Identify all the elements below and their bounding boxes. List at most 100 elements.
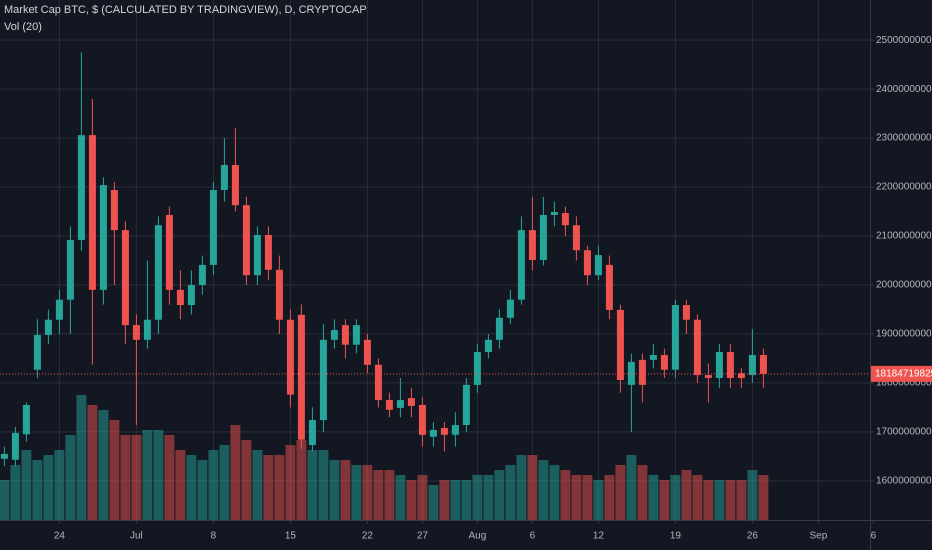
candle-body [704, 375, 712, 379]
x-tick-label: 24 [54, 531, 66, 542]
candle-body [517, 230, 525, 300]
candle-body [495, 317, 503, 340]
candle-body [484, 339, 492, 353]
volume-bar [626, 455, 637, 520]
candle-body [99, 185, 107, 290]
candle-body [264, 235, 272, 270]
x-tick-label: 15 [285, 531, 297, 542]
volume-bar [241, 440, 252, 520]
candle-body [341, 325, 349, 345]
volume-title: Vol (20) [4, 21, 42, 33]
volume-bar [21, 450, 32, 520]
volume-bar [439, 480, 450, 520]
candle-body [330, 330, 338, 340]
volume-bar [362, 465, 373, 520]
candle-body [506, 299, 514, 318]
volume-bar [659, 480, 670, 520]
candle-body [55, 299, 63, 320]
grid [0, 0, 870, 520]
volume-bar [351, 465, 362, 520]
candle-body [44, 319, 52, 335]
volume-bar [527, 455, 538, 520]
volume-bar [153, 430, 164, 520]
volume-bar [175, 450, 186, 520]
candle-body [528, 230, 536, 260]
volume-bar [703, 480, 714, 520]
volume-bar [252, 450, 263, 520]
x-tick-label: 6 [871, 531, 877, 542]
volume-bar [571, 475, 582, 520]
volume-bar [109, 420, 120, 520]
y-tick-label: 210000000000 [876, 231, 932, 242]
candle-body [616, 309, 624, 380]
volume-bar [450, 480, 461, 520]
volume-bar [582, 475, 593, 520]
candle-body [682, 305, 690, 320]
volume-bar [98, 410, 109, 520]
volume-bar [395, 475, 406, 520]
volume-bar [593, 480, 604, 520]
candle-body [143, 319, 151, 340]
candle-body [231, 165, 239, 206]
x-tick-label: 12 [593, 531, 605, 542]
volume-bar [670, 475, 681, 520]
candle-body [660, 354, 668, 370]
candle-body [220, 165, 228, 190]
volume-bar [681, 470, 692, 520]
x-tick-label: Jul [130, 531, 143, 542]
candle-body [605, 264, 613, 310]
candle-body [583, 250, 591, 276]
candle-body [693, 319, 701, 376]
volume-bar [197, 460, 208, 520]
volume-bar [692, 475, 703, 520]
x-tick-label: 6 [530, 531, 536, 542]
volume-bar [417, 475, 428, 520]
candle-body [440, 427, 448, 435]
volume-bar [208, 450, 219, 520]
candle-body [308, 420, 316, 446]
volume-bar [219, 445, 230, 520]
candle-body [363, 339, 371, 365]
volume-bar [54, 450, 65, 520]
candle-body [594, 255, 602, 276]
candle-body [77, 135, 85, 240]
candle-body [539, 214, 547, 260]
candle-body [297, 314, 305, 440]
candle-body [209, 189, 217, 265]
candle-body [132, 325, 140, 340]
y-tick-label: 240000000000 [876, 84, 932, 95]
volume-bar [285, 445, 296, 520]
y-tick-label: 250000000000 [876, 35, 932, 46]
volume-bar [142, 430, 153, 520]
x-tick-label: 26 [747, 531, 759, 542]
volume-bar [538, 460, 549, 520]
volume-bar [560, 470, 571, 520]
candle-body [715, 352, 723, 379]
volume-bar [10, 465, 21, 520]
last-price-badge [871, 365, 932, 382]
candle-body [418, 404, 426, 435]
volume-bar [76, 395, 87, 520]
volume-bar [43, 455, 54, 520]
volume-bar [318, 450, 329, 520]
candle-body [550, 212, 558, 215]
candle-body [462, 384, 470, 426]
candle-body [187, 284, 195, 306]
volume-bar [0, 480, 10, 520]
volume-bar [494, 470, 505, 520]
y-tick-label: 180000000000 [876, 378, 932, 389]
candle-body [165, 214, 173, 290]
candle-body [374, 364, 382, 401]
volume-bar [263, 455, 274, 520]
candle-body [154, 225, 162, 320]
candle-body [473, 352, 481, 385]
chart-title: Market Cap BTC, $ (CALCULATED BY TRADING… [4, 4, 367, 16]
volume-bar [472, 475, 483, 520]
candle-body [33, 334, 41, 370]
volume-bar [307, 450, 318, 520]
candle-body [627, 361, 635, 385]
volume-bar [483, 475, 494, 520]
candle-body [88, 135, 96, 290]
volume-bar [615, 465, 626, 520]
